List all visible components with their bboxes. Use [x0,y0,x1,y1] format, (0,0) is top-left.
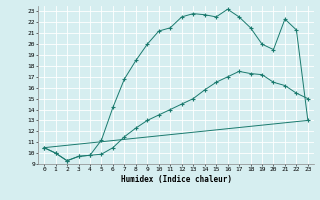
X-axis label: Humidex (Indice chaleur): Humidex (Indice chaleur) [121,175,231,184]
